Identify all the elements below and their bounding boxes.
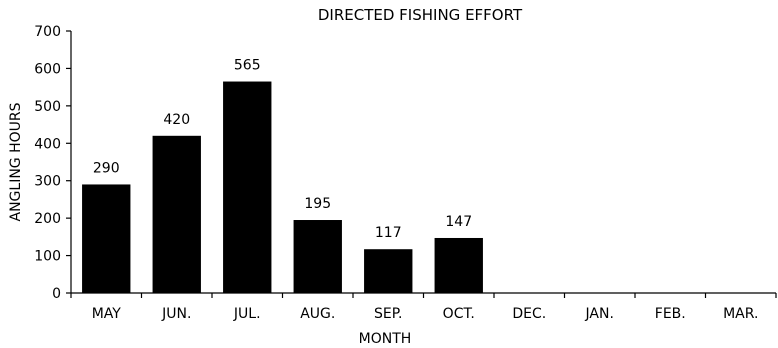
y-tick-label: 0 [52, 286, 61, 302]
data-label: 565 [234, 58, 261, 74]
x-tick-label: MAR. [723, 306, 758, 322]
data-label: 117 [375, 225, 402, 241]
x-tick-label: JUL. [233, 306, 261, 322]
y-tick-label: 200 [34, 211, 61, 227]
x-tick-label: JAN. [585, 306, 614, 322]
x-tick-label: DEC. [512, 306, 546, 322]
x-tick-label: AUG. [300, 306, 335, 322]
y-tick-label: 700 [34, 24, 61, 40]
y-axis-ticks: 0 100 200 300 400 500 600 700 [34, 24, 71, 302]
x-tick-label: OCT. [443, 306, 475, 322]
data-label: 420 [163, 112, 190, 128]
bar-sep [364, 249, 413, 293]
y-tick-label: 400 [34, 136, 61, 152]
data-label: 147 [445, 214, 472, 230]
bar-may [82, 184, 131, 293]
y-tick-label: 100 [34, 249, 61, 265]
data-label: 290 [93, 160, 120, 176]
y-tick-label: 300 [34, 174, 61, 190]
x-axis-title: MONTH [359, 331, 412, 347]
x-axis-ticks: MAY JUN. JUL. AUG. SEP. OCT. DEC. JAN. FEB. MAR. [70, 293, 777, 322]
x-tick-label: MAY [92, 306, 122, 322]
y-axis-title: ANGLING HOURS [8, 102, 24, 221]
bar-jul [223, 81, 272, 294]
bar-jun [152, 135, 201, 293]
x-tick-label: JUN. [161, 306, 191, 322]
data-label: 195 [304, 196, 331, 212]
chart-title: DIRECTED FISHING EFFORT [318, 6, 523, 24]
bars-layer: 290 420 565 195 117 147 [82, 58, 483, 294]
y-tick-label: 600 [34, 61, 61, 77]
x-tick-label: FEB. [655, 306, 686, 322]
y-tick-label: 500 [34, 99, 61, 115]
x-tick-label: SEP. [374, 306, 402, 322]
bar-aug [293, 220, 342, 293]
bar-oct [434, 237, 483, 293]
